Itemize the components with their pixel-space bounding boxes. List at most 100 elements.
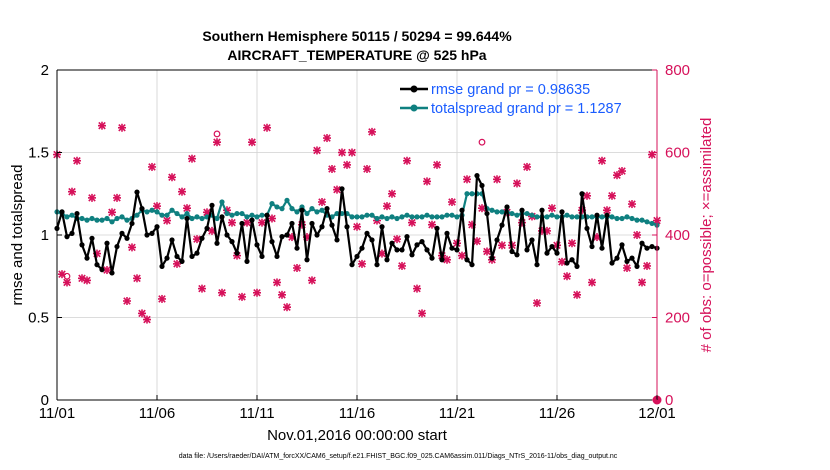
totalspread-point [244,214,250,220]
totalspread-point [449,212,455,218]
rmse-point [264,212,270,218]
totalspread-point [494,209,500,215]
rmse-point [329,222,335,228]
rmse-point [274,253,280,260]
rmse-point [239,220,245,227]
obs-assimilated-marker [248,138,256,147]
rmse-point [649,243,655,250]
rmse-point [524,247,530,253]
obs-assimilated-marker [198,284,206,293]
rmse-point [119,230,125,236]
rmse-point [349,262,355,268]
y-tick-label-right: 600 [665,145,690,162]
rmse-point [589,243,595,250]
totalspread-point [534,214,540,220]
rmse-series [54,173,660,276]
rmse-point [154,224,160,230]
totalspread-point [334,210,340,217]
obs-assimilated-marker [563,272,571,281]
obs-assimilated-marker [188,154,196,163]
obs-assimilated-marker [148,162,156,171]
legend: rmse grand pr = 0.98635 totalspread gran… [400,82,622,117]
rmse-point [359,245,365,251]
totalspread-point [379,214,385,220]
obs-assimilated-marker [133,274,141,283]
obs-assimilated-marker [278,290,286,299]
totalspread-point [394,215,400,222]
rmse-point [629,255,635,261]
rmse-point [499,222,505,228]
obs-assimilated-marker [173,259,181,268]
rmse-point [619,242,625,248]
rmse-point [209,202,215,208]
y-tick-label-left: 0 [41,392,49,409]
totalspread-point [199,215,205,222]
rmse-point [614,255,620,261]
rmse-point [94,262,100,268]
rmse-point [114,243,120,250]
totalspread-point [419,214,425,220]
totalspread-point [169,207,175,213]
totalspread-point [279,206,285,212]
totalspread-point [119,214,125,220]
rmse-point [294,245,300,251]
rmse-point [344,224,350,230]
obs-assimilated-marker [213,138,221,147]
rmse-point [69,230,75,236]
obs-assimilated-marker [483,247,491,256]
obs-assimilated-marker [153,202,161,211]
totalspread-point [174,210,180,217]
totalspread-point [544,214,550,220]
obs-assimilated-marker [398,261,406,270]
y-axis-label-right: # of obs: o=possible; ×=assimilated [698,118,715,353]
obs-assimilated-marker [328,165,336,173]
totalspread-point [454,214,460,220]
obs-assimilated-marker [433,160,441,169]
totalspread-point [234,210,240,217]
obs-assimilated-marker [558,257,566,266]
obs-assimilated-marker [348,148,356,157]
totalspread-point [269,201,275,207]
y-tick-label-right: 200 [665,310,690,327]
obs-assimilated-marker [603,206,611,215]
totalspread-point [144,209,150,215]
x-tick-label: 11/01 [39,405,75,422]
totalspread-point [239,210,245,217]
obs-assimilated-marker [128,243,136,252]
y-axis-label-left: rmse and totalspread [9,165,26,306]
rmse-point [339,186,345,192]
totalspread-point [349,214,355,220]
totalspread-point [569,214,575,220]
rmse-point [89,235,95,241]
rmse-point [189,253,195,260]
rmse-point [374,262,380,268]
totalspread-point [589,214,595,220]
legend-rmse-marker [410,85,418,93]
totalspread-point [434,214,440,220]
rmse-point [404,234,410,240]
rmse-point [164,255,170,261]
obs-assimilated-marker [263,123,271,132]
y-tick-label-left: 1.5 [28,145,49,162]
totalspread-point [214,215,220,222]
rmse-point [139,206,145,212]
obs-assimilated-marker [548,204,556,213]
totalspread-point [249,212,255,218]
obs-assimilated-marker [293,264,301,272]
totalspread-point [609,214,615,220]
rmse-point [314,232,320,238]
rmse-point [399,247,405,253]
totalspread-point [319,207,325,213]
totalspread-point [624,214,630,220]
totalspread-point [314,209,320,215]
totalspread-point [164,212,170,218]
obs-assimilated-marker [183,204,191,213]
totalspread-point [514,212,520,218]
rmse-point [579,191,585,197]
obs-assimilated-marker [158,294,166,303]
axis-ticks: 11/01 11/06 11/11 11/16 11/21 11/26 12/0100.51… [28,62,690,422]
obs-possible-marker [63,272,71,280]
rmse-point [494,237,500,243]
obs-assimilated-marker [498,241,506,250]
totalspread-point [554,214,560,220]
